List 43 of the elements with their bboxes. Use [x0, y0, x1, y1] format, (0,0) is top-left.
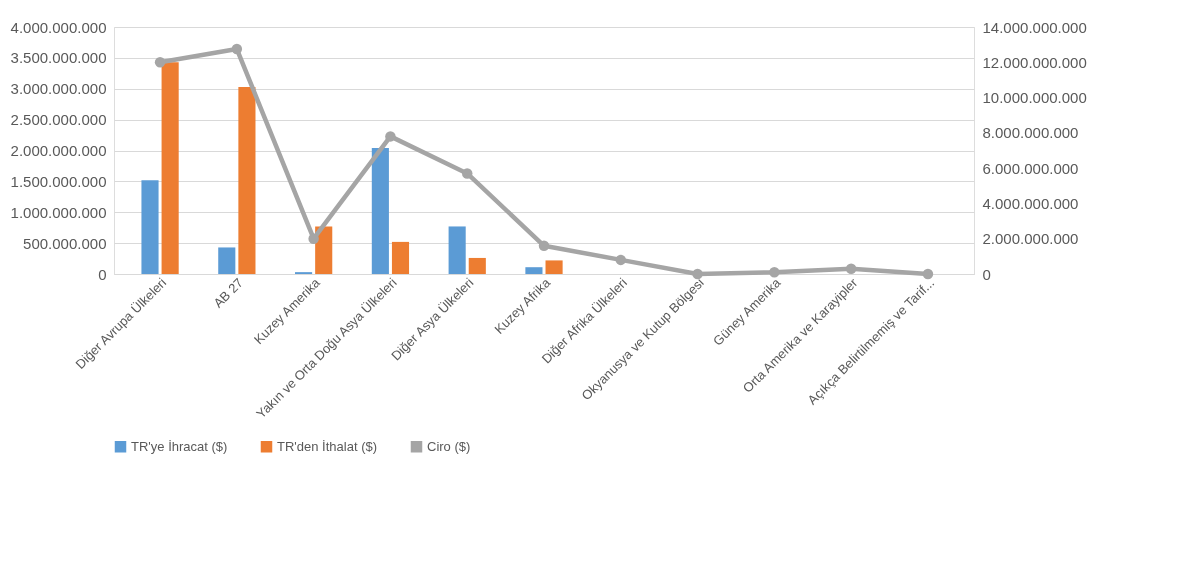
- y2-tick-label: 8.000.000.000: [982, 124, 1079, 142]
- bar: [371, 148, 389, 274]
- y2-tick-label: 4.000.000.000: [982, 194, 1079, 212]
- point: [308, 233, 319, 244]
- y-tick-label: 2.500.000.000: [10, 111, 107, 129]
- bar: [161, 62, 179, 274]
- y-tick-label: 1.500.000.000: [10, 172, 107, 190]
- point: [154, 57, 166, 68]
- point: [692, 268, 703, 280]
- y-tick-label: 4.000.000.000: [10, 18, 107, 36]
- bar: [448, 226, 466, 274]
- bar: [218, 247, 236, 274]
- y-tick-label: 1.000.000.000: [10, 203, 107, 221]
- y-tick-label: 2.000.000.000: [10, 142, 107, 159]
- y2-tick-label: 10.000.000.000: [982, 89, 1087, 107]
- point: [231, 43, 243, 55]
- bar: [141, 180, 159, 274]
- legend-label: Ciro ($): [427, 438, 471, 454]
- y2-tick-label: 12.000.000.000: [982, 53, 1087, 71]
- bar: [545, 260, 563, 274]
- y-tick-label: 500.000.000: [23, 234, 107, 252]
- bar: [238, 86, 256, 274]
- bar: [468, 257, 486, 274]
- point: [769, 267, 780, 278]
- point: [615, 254, 627, 266]
- legend-label: TR'den İthalat ($): [277, 438, 378, 454]
- y2-tick-label: 14.000.000.000: [982, 18, 1087, 36]
- x-tick-label: AB 27: [210, 275, 247, 311]
- bar: [525, 267, 543, 274]
- legend-label: TR'ye İhracat ($): [131, 438, 228, 454]
- y-tick-label: 3.500.000.000: [10, 49, 107, 67]
- point: [922, 268, 934, 280]
- bar: [315, 226, 333, 274]
- y-tick-label: 0: [98, 265, 107, 283]
- bar: [391, 241, 410, 274]
- point: [385, 131, 396, 142]
- y2-tick-label: 2.000.000.000: [982, 230, 1079, 248]
- point: [845, 263, 857, 274]
- y-tick-label: 3.000.000.000: [10, 80, 107, 98]
- point: [538, 240, 550, 252]
- y2-tick-label: 6.000.000.000: [982, 159, 1079, 177]
- point: [461, 168, 473, 179]
- y2-tick-label: 0: [982, 265, 991, 283]
